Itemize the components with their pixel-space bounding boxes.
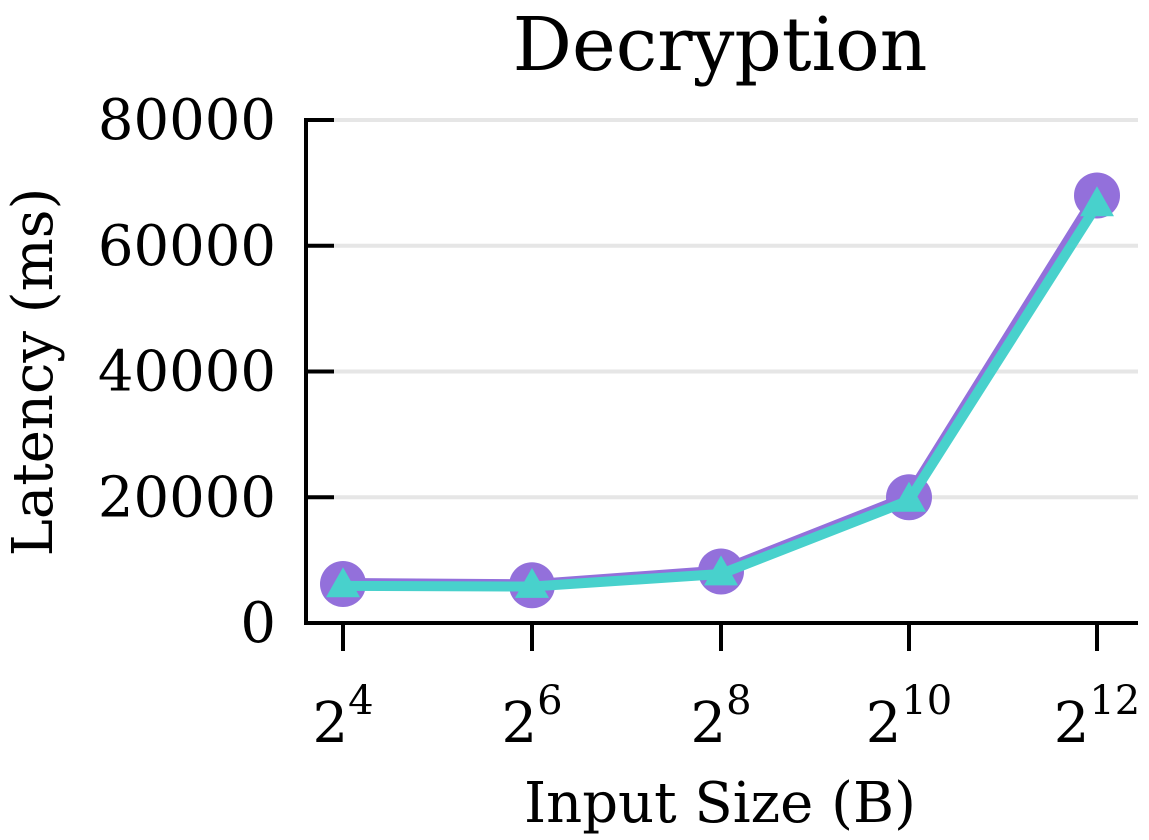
x-tick-base: 2 — [866, 691, 902, 756]
x-tick-label: 212 — [1054, 678, 1141, 756]
chart-title: Decryption — [513, 2, 928, 88]
x-tick-label: 28 — [690, 678, 751, 756]
x-tick-base: 2 — [312, 691, 348, 756]
data-point-triangle — [704, 555, 738, 586]
x-tick-exponent: 6 — [537, 678, 562, 724]
x-tick-exponent: 12 — [1089, 678, 1140, 724]
grid-lines — [306, 118, 1138, 500]
x-tick-label: 24 — [312, 678, 373, 756]
x-tick-exponent: 4 — [348, 678, 373, 724]
x-tick-base: 2 — [690, 691, 726, 756]
x-ticks: 24 26 28 210 212 — [312, 623, 1140, 756]
y-tick-label: 60000 — [98, 214, 276, 279]
data-point-triangle — [1080, 186, 1114, 217]
x-tick-exponent: 8 — [726, 678, 751, 724]
data-point-triangle — [326, 567, 360, 598]
x-tick-label: 26 — [501, 678, 562, 756]
y-axis-label: Latency (ms) — [1, 188, 66, 557]
x-tick-base: 2 — [501, 691, 537, 756]
y-tick-label: 80000 — [98, 88, 276, 153]
x-tick-exponent: 10 — [901, 678, 952, 724]
series-line-2 — [338, 199, 1102, 592]
x-tick-base: 2 — [1054, 691, 1090, 756]
x-axis-label: Input Size (B) — [524, 771, 916, 836]
y-tick-label: 0 — [240, 591, 276, 656]
data-point-triangle — [892, 481, 926, 512]
y-tick-label: 40000 — [98, 340, 276, 405]
y-ticks: 0 20000 40000 60000 80000 — [98, 88, 334, 656]
series-layer — [320, 172, 1120, 609]
x-tick-label: 210 — [866, 678, 953, 756]
data-point-triangle — [515, 567, 549, 598]
y-tick-label: 20000 — [98, 465, 276, 530]
